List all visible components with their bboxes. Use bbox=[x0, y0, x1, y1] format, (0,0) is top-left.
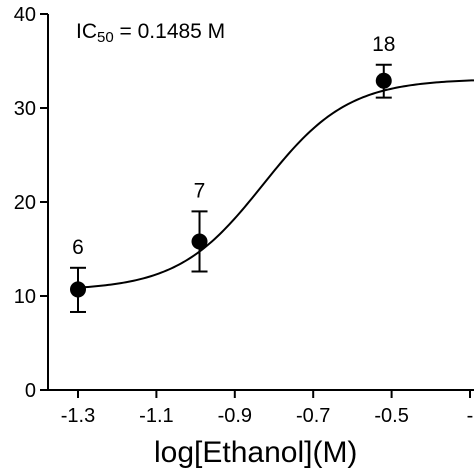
axes bbox=[47, 14, 474, 391]
y-tick-label: 20 bbox=[14, 192, 36, 214]
data-point-group: 6 bbox=[70, 236, 86, 313]
n-label: 6 bbox=[72, 236, 84, 259]
y-tick-label: 0 bbox=[25, 380, 36, 402]
data-point bbox=[191, 233, 208, 250]
x-tick-label: -0.7 bbox=[296, 405, 330, 427]
n-label: 18 bbox=[372, 33, 395, 56]
data-point bbox=[375, 72, 392, 89]
y-tick-label: 10 bbox=[14, 286, 36, 308]
fit-curve bbox=[77, 79, 474, 289]
x-tick-label: -0.5 bbox=[374, 405, 408, 427]
y-tick-label: 30 bbox=[14, 98, 36, 120]
ic50-annotation: IC50 = 0.1485 M bbox=[76, 20, 225, 46]
data-point-group: 7 bbox=[191, 179, 208, 273]
x-tick-label: -1.3 bbox=[61, 405, 95, 427]
data-point bbox=[70, 281, 86, 298]
x-tick-label: -0.9 bbox=[218, 405, 252, 427]
x-tick-label: - bbox=[467, 405, 474, 427]
data-points: 6 7 18 bbox=[70, 33, 395, 313]
data-point-group: 18 bbox=[372, 33, 395, 99]
y-tick-label: 40 bbox=[14, 4, 36, 26]
x-axis-title: log[Ethanol](M) bbox=[154, 436, 357, 469]
x-ticks: -1.3 -1.1 -0.9 -0.7 -0.5 - bbox=[61, 390, 474, 427]
n-label: 7 bbox=[194, 179, 206, 202]
y-ticks: 0 10 20 30 40 bbox=[14, 4, 48, 402]
x-tick-label: -1.1 bbox=[139, 405, 173, 427]
